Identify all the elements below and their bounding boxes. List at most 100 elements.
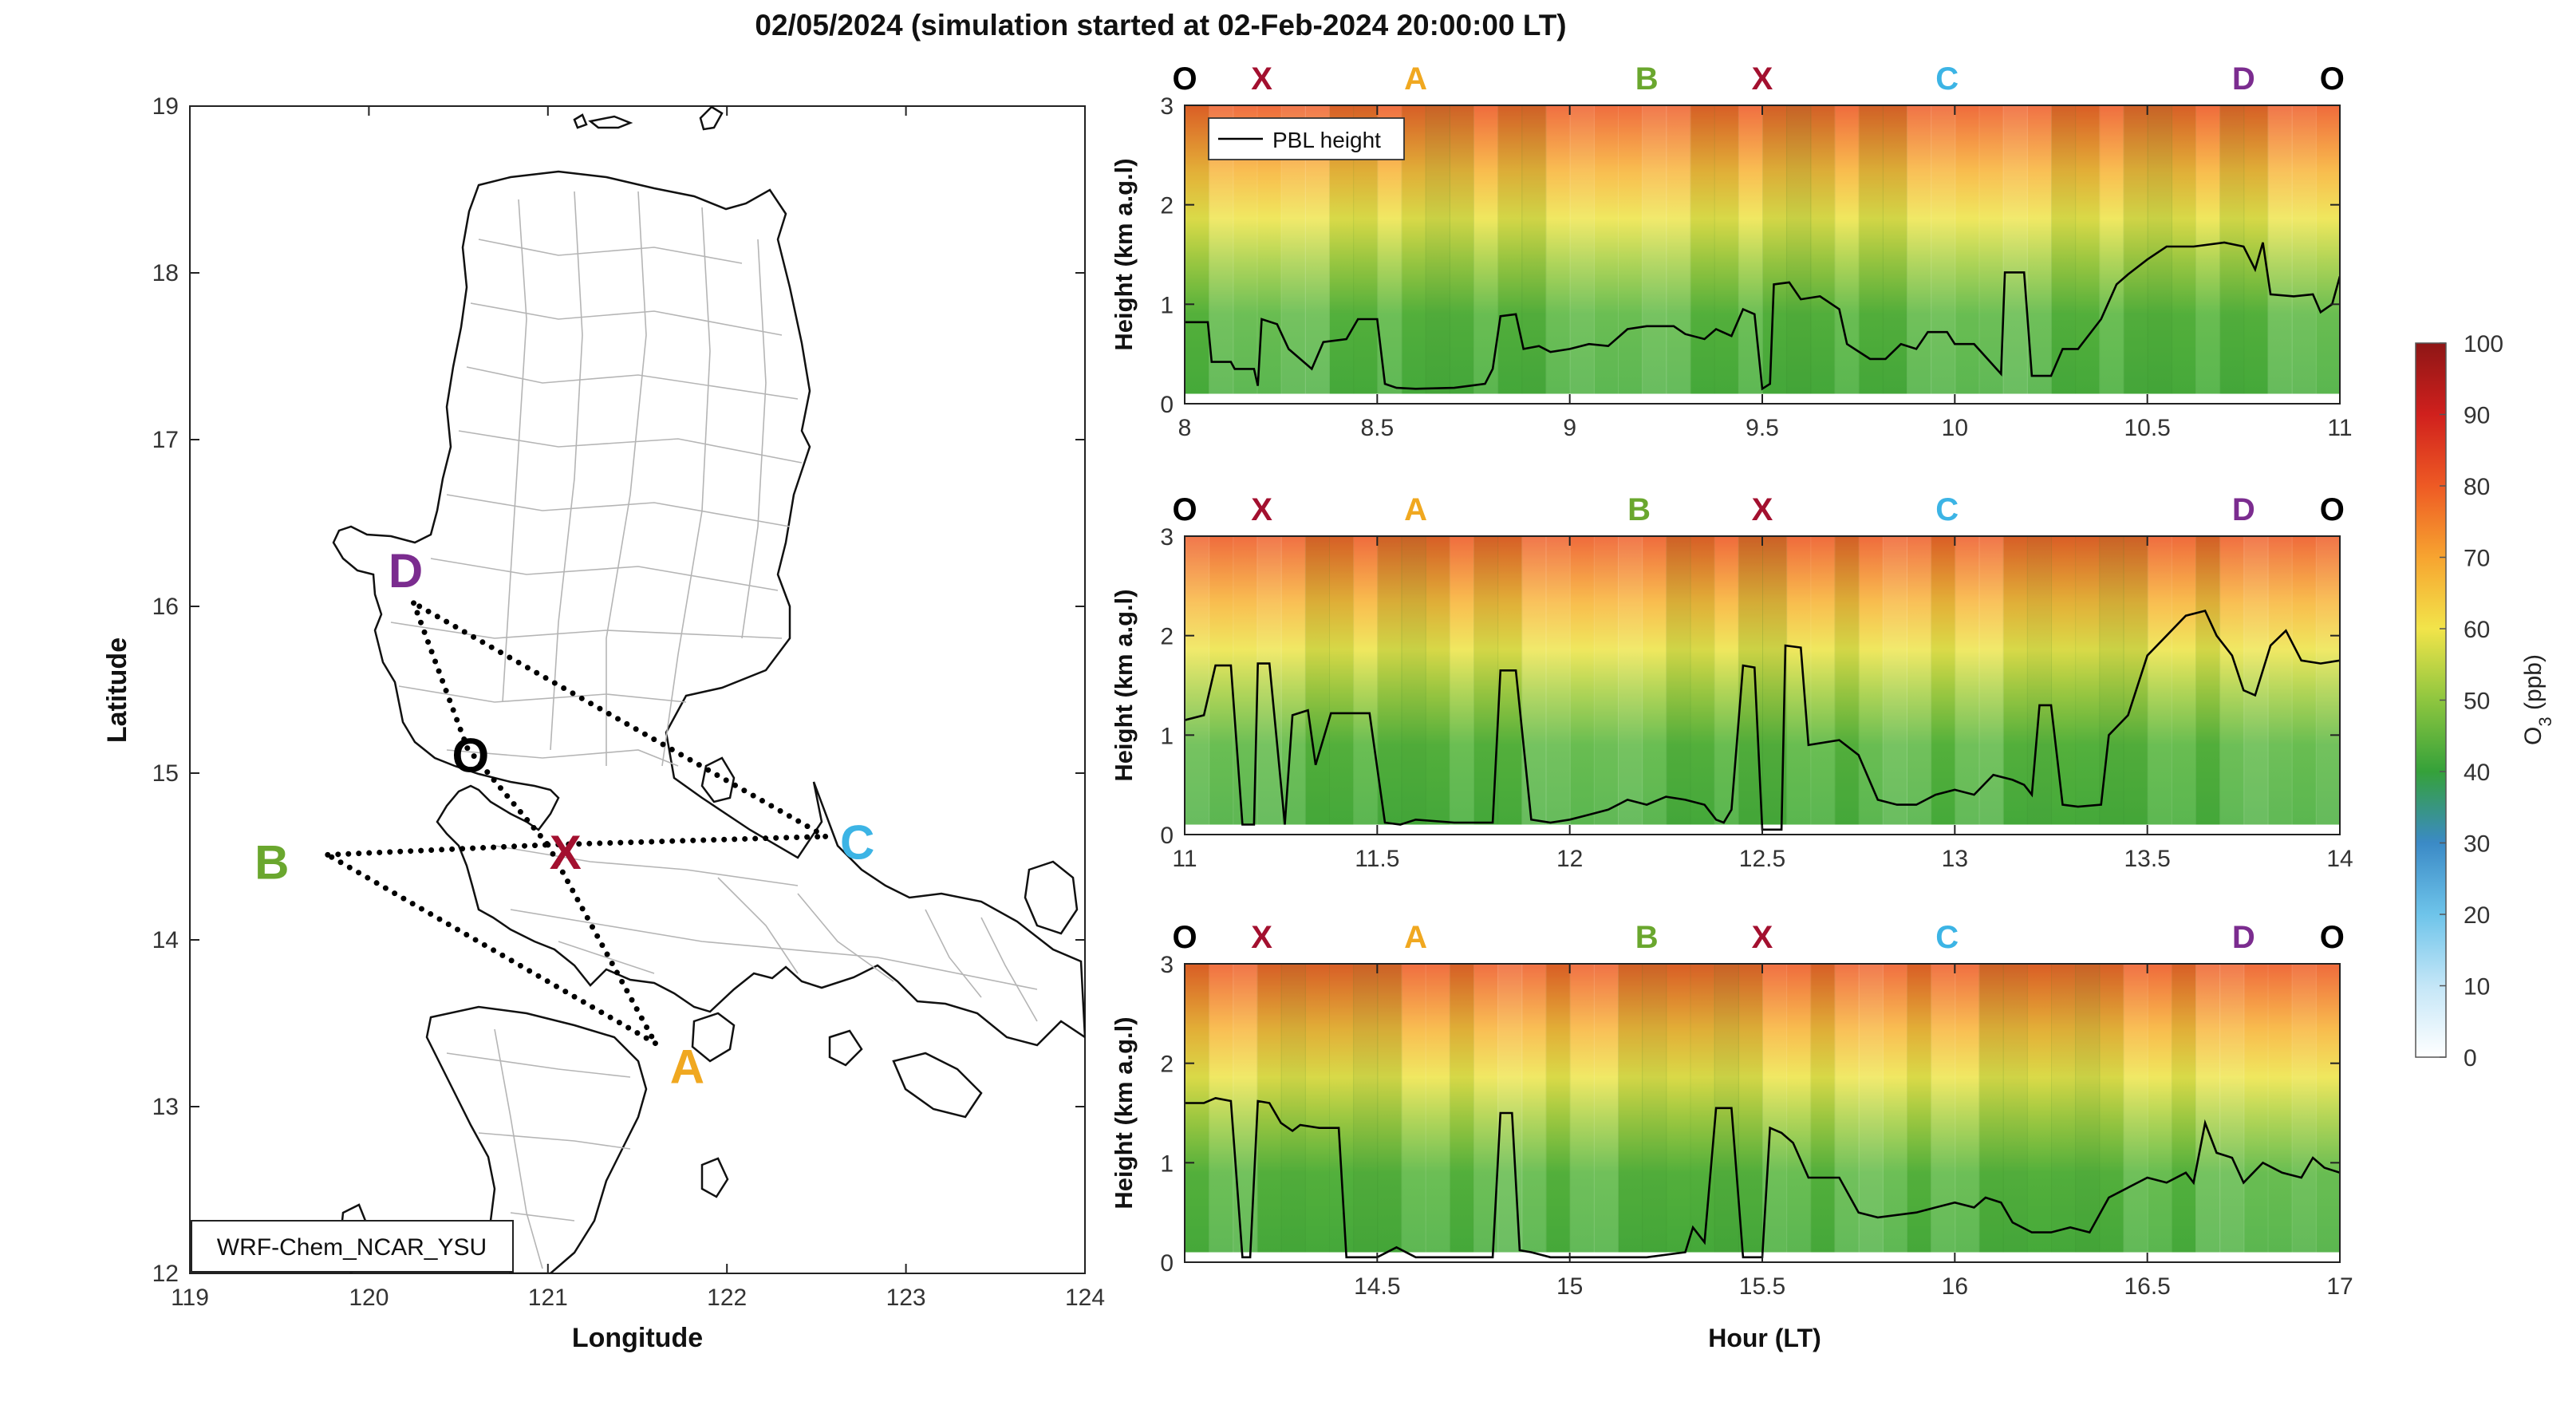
map-point-d: D	[389, 544, 423, 598]
x-tick-label: 10.5	[2124, 415, 2170, 441]
field-variation	[1834, 536, 1860, 835]
luzon-outline	[332, 170, 1085, 1047]
se-island-outline	[1024, 860, 1079, 935]
field-variation	[2147, 964, 2172, 1262]
y-tick-label: 1	[1160, 292, 1174, 318]
field-variation	[2195, 536, 2221, 835]
field-variation	[2267, 105, 2293, 404]
field-variation	[1593, 536, 1619, 835]
x-tick-label: 13	[1942, 846, 1968, 872]
field-variation	[1280, 964, 1306, 1262]
map-y-tick-label: 19	[152, 93, 179, 120]
field-variation	[1569, 105, 1595, 404]
field-variation	[2195, 964, 2221, 1262]
x-tick-label: 10	[1942, 415, 1968, 441]
hour-axis-label: Hour (LT)	[1708, 1324, 1821, 1352]
field-variation	[1353, 536, 1379, 835]
colorbar-tick-label: 80	[2464, 474, 2490, 500]
field-variation	[1593, 964, 1619, 1262]
map-xlabel: Longitude	[572, 1323, 703, 1353]
field-variation	[2195, 105, 2221, 404]
waypoint-label-o: O	[2320, 61, 2345, 97]
colorbar-tick-label: 40	[2464, 760, 2490, 786]
busuanga-outline	[700, 1157, 729, 1198]
x-tick-label: 12	[1556, 846, 1583, 872]
field-variation	[1521, 105, 1547, 404]
map-x-ticks: 119 120 121 122 123 124	[171, 106, 1105, 1311]
field-variation	[1978, 105, 2004, 404]
field-variation	[1185, 105, 1210, 404]
field-variation	[1955, 964, 1980, 1262]
field-variation	[2243, 964, 2269, 1262]
field-variation	[1256, 964, 1282, 1262]
map-panel: D O X B C A 119 120 121 122 123 124 12 13 14 15 16 17 18…	[102, 93, 1105, 1353]
map-point-a: A	[670, 1040, 704, 1094]
field-variation	[1425, 105, 1450, 404]
field-variation	[1882, 105, 1907, 404]
field-variation	[1858, 964, 1884, 1262]
colorbar-tick-label: 0	[2464, 1045, 2477, 1072]
x-tick-label: 15.5	[1739, 1273, 1785, 1300]
map-x-tick-label: 124	[1065, 1285, 1105, 1311]
map-y-tick-label: 14	[152, 927, 179, 953]
field-variation	[2051, 105, 2077, 404]
map-y-tick-label: 13	[152, 1094, 179, 1120]
map-x-tick-label: 120	[349, 1285, 389, 1311]
x-tick-label: 11	[1172, 846, 1197, 872]
field-variation	[1377, 536, 1402, 835]
colorbar-tick-label: 70	[2464, 546, 2490, 572]
field-variation	[1280, 536, 1306, 835]
field-variation	[2267, 536, 2293, 835]
colorbar-ticks: 0 10 20 30 40 50 60 70 80 90 100	[2440, 331, 2503, 1072]
field-variation	[2099, 964, 2124, 1262]
field-variation	[1834, 964, 1860, 1262]
y-axis-label: Height (km a.g.l)	[1110, 1016, 1138, 1209]
route-segment	[411, 600, 829, 839]
field-variation	[1955, 536, 1980, 835]
colorbar-tick-label: 20	[2464, 902, 2490, 929]
field-variation	[1810, 536, 1836, 835]
waypoint-label-c: C	[1935, 920, 1959, 955]
x-tick-label: 16	[1942, 1273, 1968, 1300]
waypoint-label-b: B	[1635, 920, 1659, 955]
field-variation	[1714, 536, 1739, 835]
waypoint-label-x: X	[1251, 492, 1272, 527]
y-tick-label: 3	[1160, 93, 1174, 120]
field-variation	[2002, 964, 2028, 1262]
field-variation	[1377, 964, 1402, 1262]
route-lines	[325, 600, 829, 1047]
colorbar-tick-label: 10	[2464, 974, 2490, 1001]
field-variation	[2123, 964, 2148, 1262]
model-label: WRF-Chem_NCAR_YSU	[217, 1234, 487, 1261]
legend-label: PBL height	[1272, 128, 1381, 152]
x-tick-label: 12.5	[1739, 846, 1785, 872]
route-segment	[464, 745, 551, 848]
waypoint-label-x: X	[1251, 920, 1272, 955]
panel-plot-area	[1185, 964, 2340, 1262]
field-variation	[1449, 536, 1474, 835]
map-points: D O X B C A	[254, 544, 874, 1094]
field-variation	[1329, 536, 1355, 835]
field-variation	[1786, 964, 1812, 1262]
y-tick-label: 1	[1160, 1151, 1174, 1177]
route-segment	[545, 842, 658, 1047]
field-variation	[1762, 105, 1788, 404]
field-variation	[1209, 536, 1234, 835]
x-tick-label: 14	[2326, 846, 2353, 872]
field-variation	[1449, 105, 1474, 404]
waypoint-label-b: B	[1635, 61, 1659, 97]
map-y-tick-label: 12	[152, 1261, 179, 1287]
y-tick-label: 3	[1160, 952, 1174, 978]
y-tick-label: 0	[1160, 823, 1174, 849]
field-variation	[1185, 964, 1210, 1262]
field-variation	[1185, 536, 1210, 835]
marinduque-outline	[691, 1012, 736, 1063]
field-variation	[1690, 536, 1715, 835]
waypoint-label-x: X	[1251, 61, 1272, 97]
map-x-tick-label: 121	[528, 1285, 568, 1311]
field-variation	[1931, 105, 1956, 404]
field-variation	[2267, 964, 2293, 1262]
field-variation	[1569, 536, 1595, 835]
